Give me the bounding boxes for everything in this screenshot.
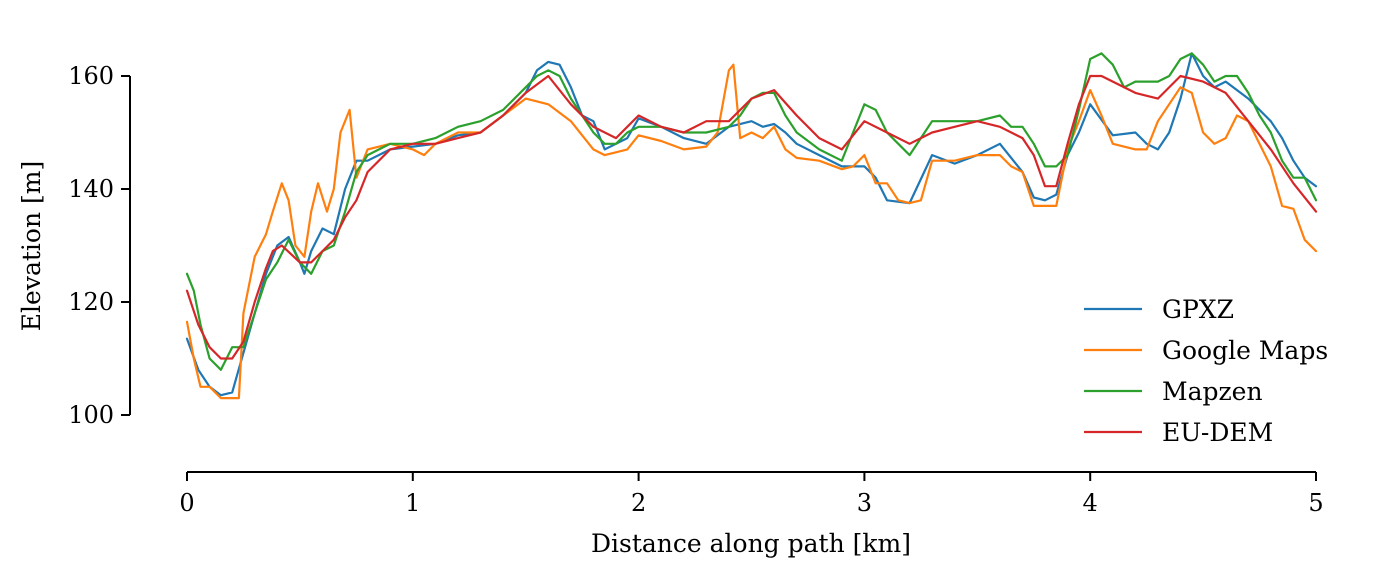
x-axis-title: Distance along path [km]: [591, 529, 911, 558]
y-axis-title: Elevation [m]: [17, 161, 46, 331]
x-tick-label: 4: [1083, 489, 1098, 517]
legend: GPXZ Google Maps Mapzen EU-DEM: [1084, 295, 1328, 447]
series-line-gpxz: [185, 52, 1318, 397]
x-tick-label: 0: [179, 489, 194, 517]
y-tick-label: 120: [68, 288, 114, 316]
x-tick-label: 3: [857, 489, 872, 517]
y-axis: 100 120 140 160: [68, 62, 131, 429]
y-tick-label: 160: [68, 62, 114, 90]
legend-label-mapzen: Mapzen: [1162, 377, 1263, 406]
legend-label-gpxz: GPXZ: [1162, 295, 1234, 324]
x-tick-label: 5: [1308, 489, 1323, 517]
y-tick-label: 140: [68, 175, 114, 203]
legend-label-eu-dem: EU-DEM: [1162, 418, 1273, 447]
plot-series: [185, 52, 1318, 400]
x-tick-label: 1: [405, 489, 420, 517]
legend-label-google-maps: Google Maps: [1162, 336, 1328, 365]
x-tick-label: 2: [631, 489, 646, 517]
x-axis: 0 1 2 3 4 5: [179, 471, 1324, 517]
y-tick-label: 100: [68, 401, 114, 429]
series-line-mapzen: [185, 52, 1318, 371]
series-line-google-maps: [185, 63, 1318, 400]
series-line-eu-dem: [185, 74, 1318, 360]
